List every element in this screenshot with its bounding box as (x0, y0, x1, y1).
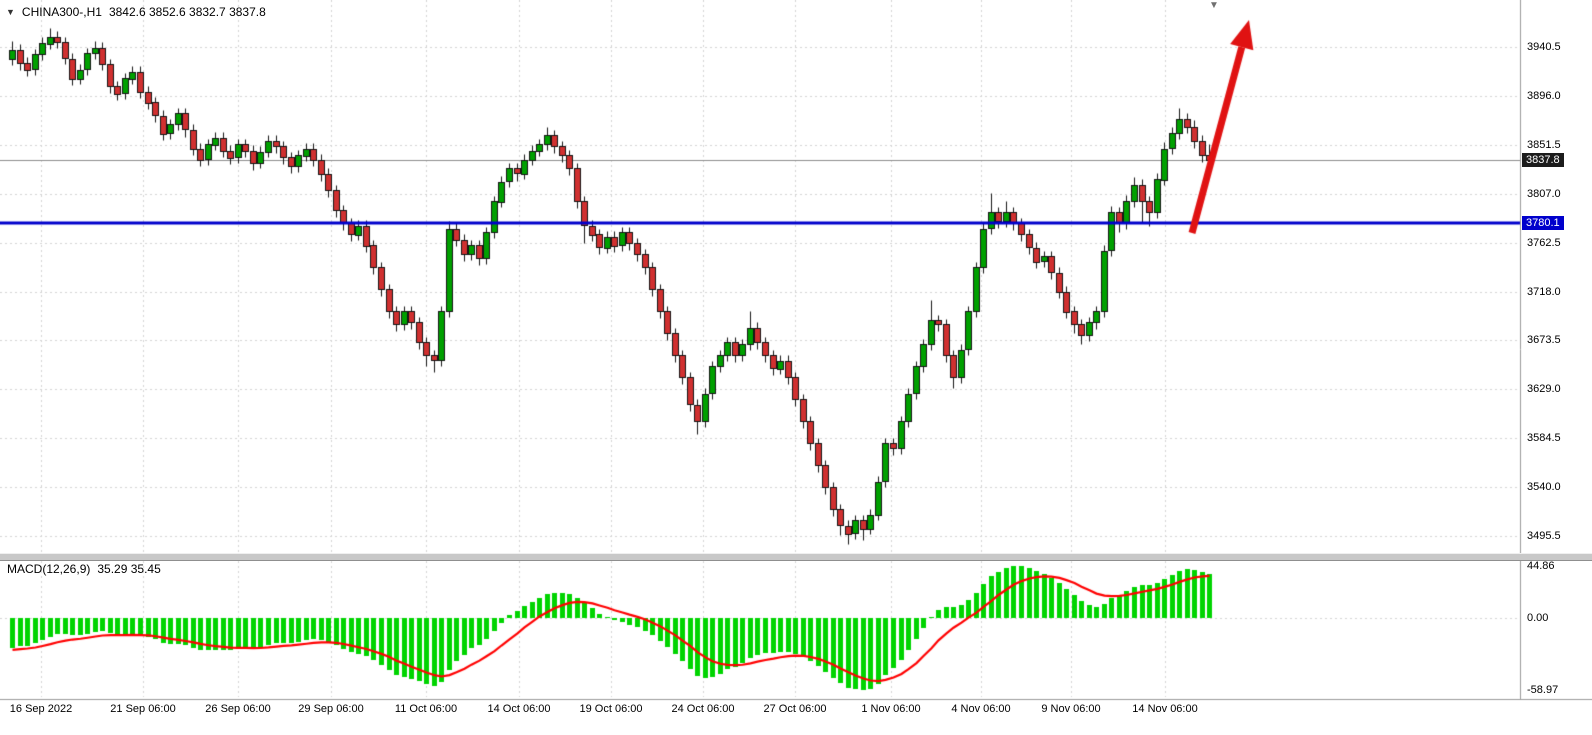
price-axis-label: 3540.0 (1527, 481, 1561, 493)
price-axis-label: 3896.0 (1527, 90, 1561, 102)
panel-separator[interactable] (0, 553, 1592, 561)
time-axis-label: 27 Oct 06:00 (763, 703, 827, 715)
macd-values: 35.29 35.45 (97, 562, 161, 576)
macd-axis-label: 44.86 (1527, 560, 1555, 572)
price-axis-label: 3495.5 (1527, 530, 1561, 542)
time-axis-label: 4 Nov 06:00 (951, 703, 1011, 715)
current-price-badge: 3837.8 (1522, 153, 1564, 167)
time-axis-label: 29 Sep 06:00 (298, 703, 364, 715)
price-axis-label: 3807.0 (1527, 188, 1561, 200)
macd-label: MACD(12,26,9) (7, 562, 91, 576)
time-axis-label: 26 Sep 06:00 (205, 703, 271, 715)
time-axis-label: 21 Sep 06:00 (110, 703, 176, 715)
main-chart-region[interactable] (0, 0, 1520, 553)
time-axis-label: 9 Nov 06:00 (1041, 703, 1101, 715)
macd-axis-label: 0.00 (1527, 612, 1549, 624)
symbol-period-label: CHINA300-,H1 (21, 5, 102, 19)
time-axis-label: 16 Sep 2022 (9, 703, 73, 715)
macd-header: MACD(12,26,9) 35.29 35.45 (7, 562, 161, 576)
macd-region[interactable] (0, 561, 1520, 697)
price-axis-label: 3629.0 (1527, 383, 1561, 395)
time-axis-label: 19 Oct 06:00 (579, 703, 643, 715)
time-axis-label: 24 Oct 06:00 (671, 703, 735, 715)
price-axis-label: 3851.5 (1527, 139, 1561, 151)
price-axis-label: 3718.0 (1527, 286, 1561, 298)
macd-axis-label: -58.97 (1527, 684, 1559, 696)
ohlc-values: 3842.6 3852.6 3832.7 3837.8 (108, 5, 266, 19)
price-axis-region[interactable] (1521, 0, 1592, 699)
time-axis-label: 14 Nov 06:00 (1132, 703, 1198, 715)
time-axis-label: 1 Nov 06:00 (861, 703, 921, 715)
price-axis-label: 3673.5 (1527, 334, 1561, 346)
chart-header: ▼ CHINA300-,H1 3842.6 3852.6 3832.7 3837… (6, 5, 266, 19)
hline-price-badge: 3780.1 (1522, 216, 1564, 230)
price-axis-label: 3940.5 (1527, 41, 1561, 53)
price-axis-label: 3584.5 (1527, 432, 1561, 444)
time-axis-label: 11 Oct 06:00 (394, 703, 458, 715)
price-axis-label: 3762.5 (1527, 237, 1561, 249)
symbol-marker-icon: ▼ (6, 7, 15, 17)
chart-shift-marker-icon[interactable]: ▼ (1209, 0, 1219, 11)
time-axis-label: 14 Oct 06:00 (487, 703, 551, 715)
